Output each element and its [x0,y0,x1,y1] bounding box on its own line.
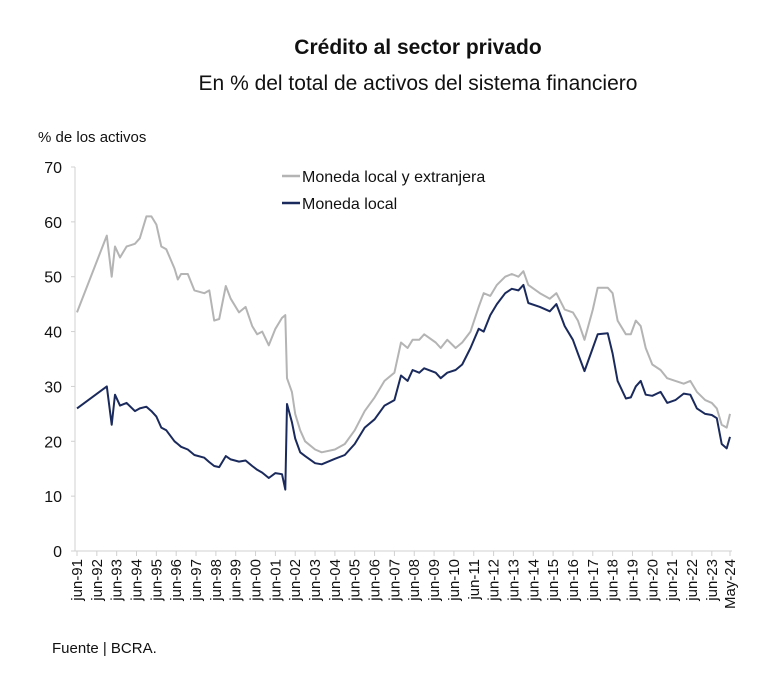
x-tick-label: jun-20 [644,559,661,602]
series-line [76,215,731,454]
legend-label: Moneda local y extranjera [302,169,485,186]
chart-title: Crédito al sector privado [294,36,541,59]
x-tick-label: jun-13 [505,559,522,602]
x-tick-label: jun-08 [406,559,423,602]
x-tick-label: jun-23 [704,559,721,602]
y-tick-label: 40 [44,325,62,342]
x-tick-label: jun-12 [486,559,503,602]
x-tick-label: jun-09 [426,559,443,602]
x-tick-label: jun-11 [466,559,483,601]
x-tick-label: jun-93 [109,559,126,602]
y-tick-label: 70 [44,160,62,177]
x-tick-label: jun-19 [624,559,641,602]
x-tick-label: jun-96 [168,559,185,602]
x-tick-label: jun-97 [188,559,205,602]
x-tick-label: jun-00 [248,559,265,602]
legend-label: Moneda local [302,196,397,213]
y-axis-label: % de los activos [38,129,146,146]
x-tick-label: jun-05 [347,559,364,602]
x-tick-label: jun-98 [208,559,225,602]
y-tick-label: 0 [53,544,62,561]
x-tick-label: jun-95 [148,559,165,602]
series-line [76,283,731,491]
chart-subtitle: En % del total de activos del sistema fi… [199,72,638,95]
x-tick-label: jun-99 [228,559,245,602]
x-tick-label: jun-02 [287,559,304,602]
x-tick-label: jun-16 [565,559,582,602]
x-tick-label: jun-91 [69,559,86,602]
y-tick-label: 30 [44,379,62,396]
x-tick-label: jun-21 [664,559,681,602]
x-tick-label: May-24 [722,559,739,609]
x-tick-label: jun-01 [267,559,284,602]
source-note: Fuente | BCRA. [52,640,157,657]
x-tick-label: jun-03 [307,559,324,602]
y-tick-label: 50 [44,270,62,287]
x-tick-label: jun-14 [525,559,542,602]
x-tick-label: jun-04 [327,559,344,602]
x-tick-label: jun-06 [367,559,384,602]
x-tick-label: jun-22 [684,559,701,602]
x-tick-label: jun-92 [89,559,106,602]
x-tick-label: jun-17 [585,559,602,602]
x-tick-label: jun-18 [605,559,622,602]
y-tick-label: 60 [44,215,62,232]
y-tick-label: 20 [44,434,62,451]
x-tick-label: jun-15 [545,559,562,602]
x-tick-label: jun-94 [129,559,146,602]
y-tick-label: 10 [44,489,62,506]
x-tick-label: jun-10 [446,559,463,602]
x-tick-label: jun-07 [386,559,403,602]
